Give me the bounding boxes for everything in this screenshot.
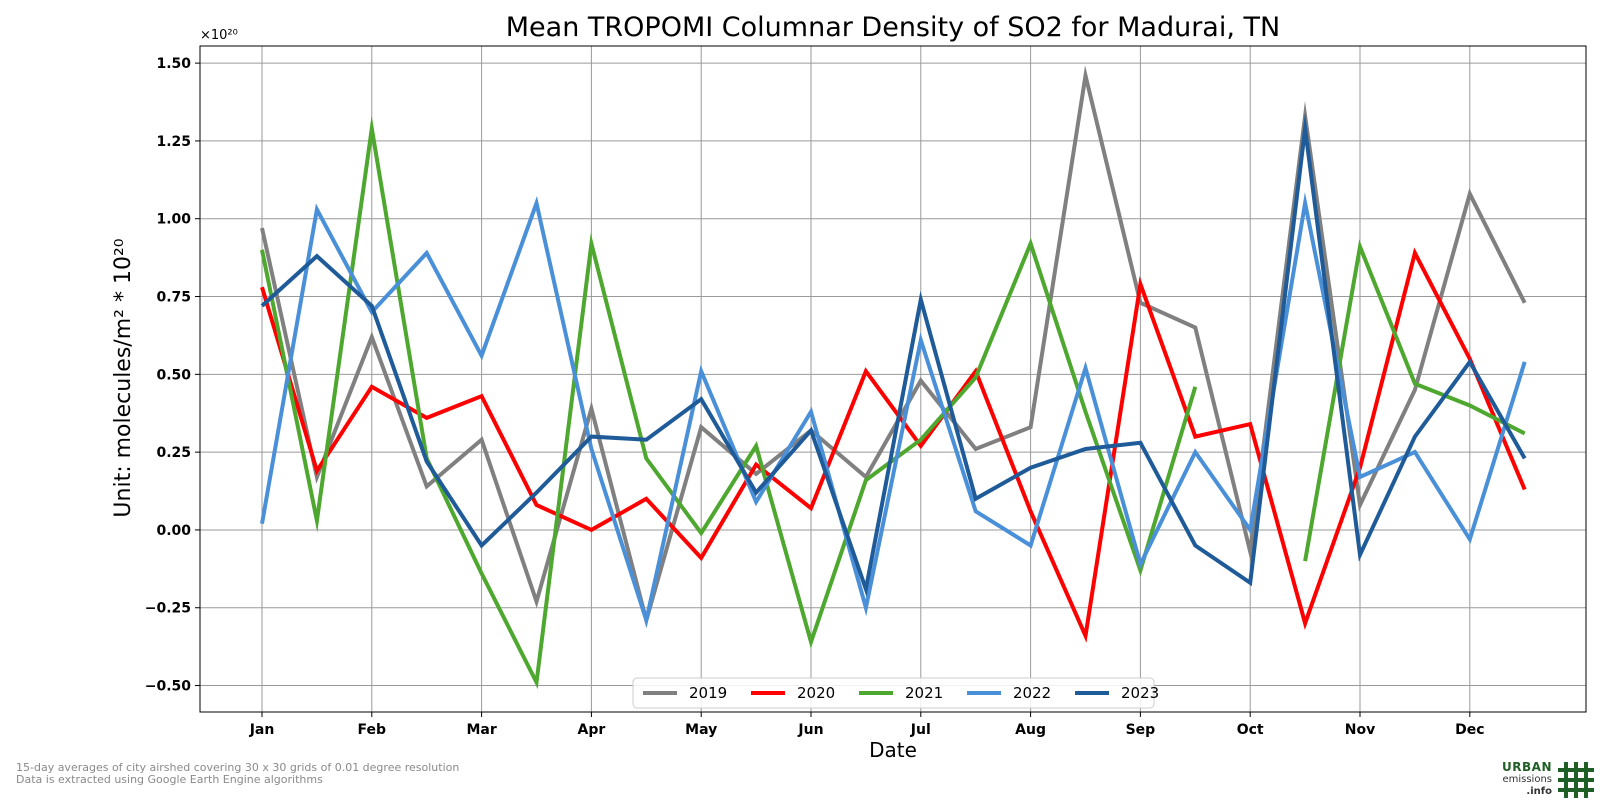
legend-label-2023: 2023 [1121, 684, 1159, 702]
series-line-2022 [260, 192, 1527, 628]
legend-label-2022: 2022 [1013, 684, 1051, 702]
y-multiplier: ×10²⁰ [200, 28, 238, 43]
series-line-2023 [260, 112, 1527, 597]
x-tick-label: Jan [249, 722, 275, 738]
y-tick-label: 1.25 [156, 134, 191, 150]
x-tick-label: Nov [1345, 722, 1375, 738]
x-tick-label: Mar [466, 722, 496, 738]
grid [200, 46, 1586, 712]
grid-logo-icon [1558, 762, 1594, 798]
series-line-2019 [260, 65, 1527, 628]
y-tick-label: −0.50 [145, 679, 192, 695]
x-tick-label: Oct [1237, 722, 1264, 738]
series-line-2021 [260, 115, 1526, 690]
y-tick-label: 0.50 [156, 367, 191, 383]
x-tick-label: Feb [358, 722, 387, 738]
y-tick-label: 0.75 [156, 290, 191, 306]
x-tick-label: Aug [1015, 722, 1046, 738]
series-line-2020 [260, 247, 1527, 643]
legend-box [632, 677, 1155, 709]
footnote-line-1: 15-day averages of city airshed covering… [16, 761, 460, 774]
logo-line-1: URBAN [1502, 760, 1552, 774]
y-tick-label: 0.00 [156, 523, 191, 539]
y-axis-label: Unit: molecules/m² * 10²⁰ [111, 238, 136, 517]
x-tick-label: Dec [1455, 722, 1484, 738]
legend: 2019 2020 2021 2022 2023 [632, 677, 1159, 709]
x-axis-label: Date [869, 738, 917, 762]
legend-label-2021: 2021 [905, 684, 943, 702]
x-tick-label: May [685, 722, 717, 738]
x-tick-label: Jun [797, 722, 823, 738]
y-tick-label: 1.50 [156, 56, 191, 72]
x-tick-label: Apr [578, 722, 606, 738]
legend-label-2020: 2020 [797, 684, 835, 702]
x-axis-ticks: Jan Feb Mar Apr May Jun Jul Aug Sep Oct Nov Dec [249, 712, 1485, 738]
x-tick-label: Sep [1126, 722, 1156, 738]
y-tick-label: 0.25 [156, 445, 191, 461]
legend-label-2019: 2019 [689, 684, 727, 702]
logo-line-2: emissions [1502, 774, 1552, 785]
y-tick-label: −0.25 [145, 601, 191, 617]
y-tick-label: 1.00 [156, 212, 191, 228]
x-tick-label: Jul [910, 722, 931, 738]
chart-title: Mean TROPOMI Columnar Density of SO2 for… [506, 12, 1280, 43]
urban-emissions-logo: URBAN emissions .info [1496, 760, 1596, 800]
plot-frame [199, 45, 1587, 713]
logo-line-3: .info [1526, 786, 1552, 797]
series-lines [260, 65, 1527, 690]
y-axis-ticks: −0.50 −0.25 0.00 0.25 0.50 0.75 1.00 1.25 1.50 [145, 56, 200, 695]
footnote-line-2: Data is extracted using Google Earth Eng… [16, 773, 323, 786]
